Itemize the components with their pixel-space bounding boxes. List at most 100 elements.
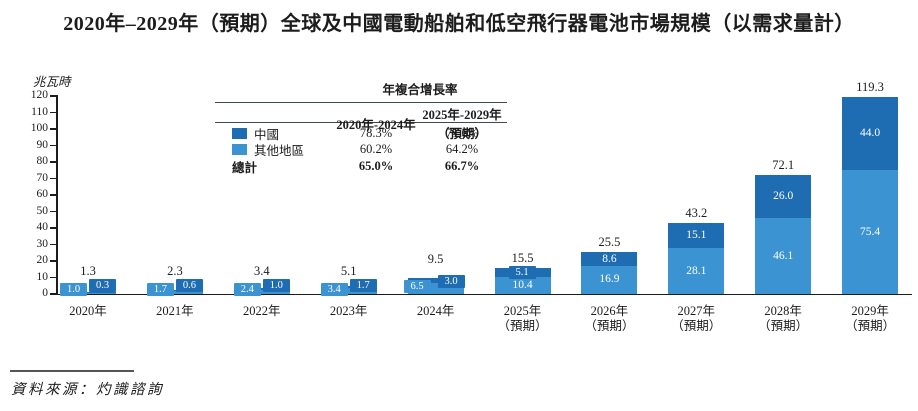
x-tick-label: 2022年 — [243, 304, 281, 318]
cagr-value: 71.6% — [445, 125, 479, 140]
bar-label-other: 10.4 — [512, 278, 533, 291]
value-chip-china: 3.0 — [437, 274, 465, 288]
y-tick-label: 10 — [36, 270, 49, 283]
bar-total-label: 119.3 — [856, 79, 884, 94]
y-tick-label: 90 — [36, 138, 49, 151]
y-axis-line — [56, 95, 58, 294]
source-divider — [10, 370, 134, 372]
bar-segment-other — [842, 169, 899, 294]
bar-label-other: 16.9 — [599, 273, 620, 286]
x-tick-label: 2025年 — [503, 304, 542, 318]
y-tick-label: 100 — [30, 122, 48, 134]
cagr-row-total: 總計 65.0% 66.7% — [215, 157, 507, 175]
bar-label-other: 28.1 — [686, 264, 707, 277]
page-title: 2020年–2029年（預期）全球及中國電動船舶和低空飛行器電池市場規模（以需求… — [63, 13, 855, 35]
bar-label-other: 75.4 — [860, 225, 881, 238]
x-tick-label: 2027年 — [677, 304, 716, 318]
y-tick-mark — [50, 194, 56, 196]
x-tick-label: 2020年 — [69, 304, 107, 318]
y-tick-label: 60 — [36, 188, 49, 200]
bar-segment-other — [233, 290, 290, 294]
cagr-value: 64.2% — [445, 142, 479, 156]
bar-segment-other — [60, 292, 116, 294]
y-tick-label: 70 — [36, 171, 49, 184]
cagr-row-china: 中國 78.3% 71.6% — [215, 124, 507, 142]
y-tick-mark — [50, 161, 56, 163]
y-tick-label: 30 — [36, 237, 49, 250]
y-tick-mark — [50, 144, 56, 147]
cagr-value: 78.3% — [359, 125, 393, 140]
y-tick-label: 110 — [31, 105, 48, 118]
bar-label-china: 26.0 — [773, 190, 794, 203]
cagr-rule-mid — [215, 121, 507, 123]
y-tick-mark — [50, 210, 56, 213]
y-tick-mark — [50, 276, 56, 279]
cagr-rule-top — [215, 102, 507, 103]
bar-segment-china — [146, 290, 203, 292]
bar-segment-china — [407, 278, 464, 284]
bar-segment-other — [755, 217, 812, 294]
value-chip-china: 0.6 — [175, 278, 203, 292]
y-tick-mark — [50, 177, 56, 180]
legend-label-china: 中國 — [254, 127, 280, 142]
y-tick-mark — [50, 243, 56, 246]
bar-segment-other — [581, 266, 638, 294]
source-value: 灼識諮詢 — [96, 382, 164, 398]
bar-total-label: 15.5 — [511, 251, 534, 266]
x-axis-line — [56, 293, 912, 296]
bar-segment-other — [146, 291, 203, 294]
bar-label-china: 8.6 — [602, 252, 617, 265]
bar-segment-china — [668, 222, 725, 248]
x-tick-label: 2023年 — [329, 304, 368, 318]
value-chip-other: 2.4 — [233, 282, 261, 296]
cagr-value: 65.0% — [358, 158, 394, 173]
value-chip-other: 1.7 — [146, 282, 174, 296]
value-chip-other: 3.4 — [320, 282, 348, 296]
cagr-value: 66.7% — [444, 158, 480, 173]
bar-segment-other — [320, 288, 377, 294]
bar-segment-china — [320, 285, 377, 289]
bar-segment-other — [494, 276, 551, 294]
cagr-table: 年複合增長率 2020年-2024年 2025年-2029年（預期） 中國 78… — [215, 79, 507, 175]
value-chip-china: 5.1 — [508, 266, 536, 280]
bar-label-china: 44.0 — [860, 126, 881, 139]
x-tick-label: 2024年 — [416, 304, 455, 318]
y-tick-label: 40 — [36, 221, 49, 233]
bar-total-label: 43.2 — [685, 205, 708, 220]
bar-segment-other — [407, 283, 464, 294]
legend-swatch-china — [232, 127, 247, 139]
bar-total-label: 5.1 — [340, 264, 357, 278]
bar-total-label: 72.1 — [772, 158, 795, 173]
legend-label-other: 其他地區 — [254, 144, 305, 158]
cagr-column-header-row: 2020年-2024年 2025年-2029年（預期） — [215, 104, 507, 141]
bar-total-label: 9.5 — [427, 252, 444, 267]
source-text: 資料來源：灼識諮詢 — [11, 378, 164, 399]
legend-label-total: 總計 — [232, 160, 258, 175]
y-tick-mark — [50, 128, 56, 130]
y-tick-mark — [50, 293, 56, 295]
source-label: 資料來源： — [11, 382, 96, 398]
cagr-row-other: 其他地區 60.2% 64.2% — [215, 140, 507, 158]
y-tick-mark — [50, 95, 56, 97]
y-tick-label: 50 — [36, 204, 49, 217]
y-tick-mark — [50, 227, 56, 229]
bar-total-label: 2.3 — [167, 264, 183, 278]
cagr-col-1: 2020年-2024年 — [336, 117, 416, 132]
y-tick-label: 20 — [36, 254, 49, 266]
x-tick-note: （預期） — [758, 319, 809, 333]
cagr-value: 60.2% — [359, 142, 393, 156]
x-tick-note: （預期） — [497, 319, 548, 333]
bar-segment-china — [233, 288, 290, 291]
bar-segment-china — [755, 175, 812, 218]
bar-total-label: 25.5 — [598, 234, 621, 249]
bar-segment-other — [668, 247, 725, 294]
y-tick-label: 120 — [30, 89, 48, 101]
bar-label-other: 46.1 — [773, 249, 794, 262]
bar-total-label: 3.4 — [253, 264, 270, 278]
y-tick-label: 0 — [42, 287, 48, 299]
bar-segment-china — [842, 96, 899, 170]
x-tick-label: 2029年 — [851, 304, 889, 318]
x-tick-label: 2026年 — [590, 304, 629, 318]
x-tick-note: （預期） — [584, 319, 635, 333]
